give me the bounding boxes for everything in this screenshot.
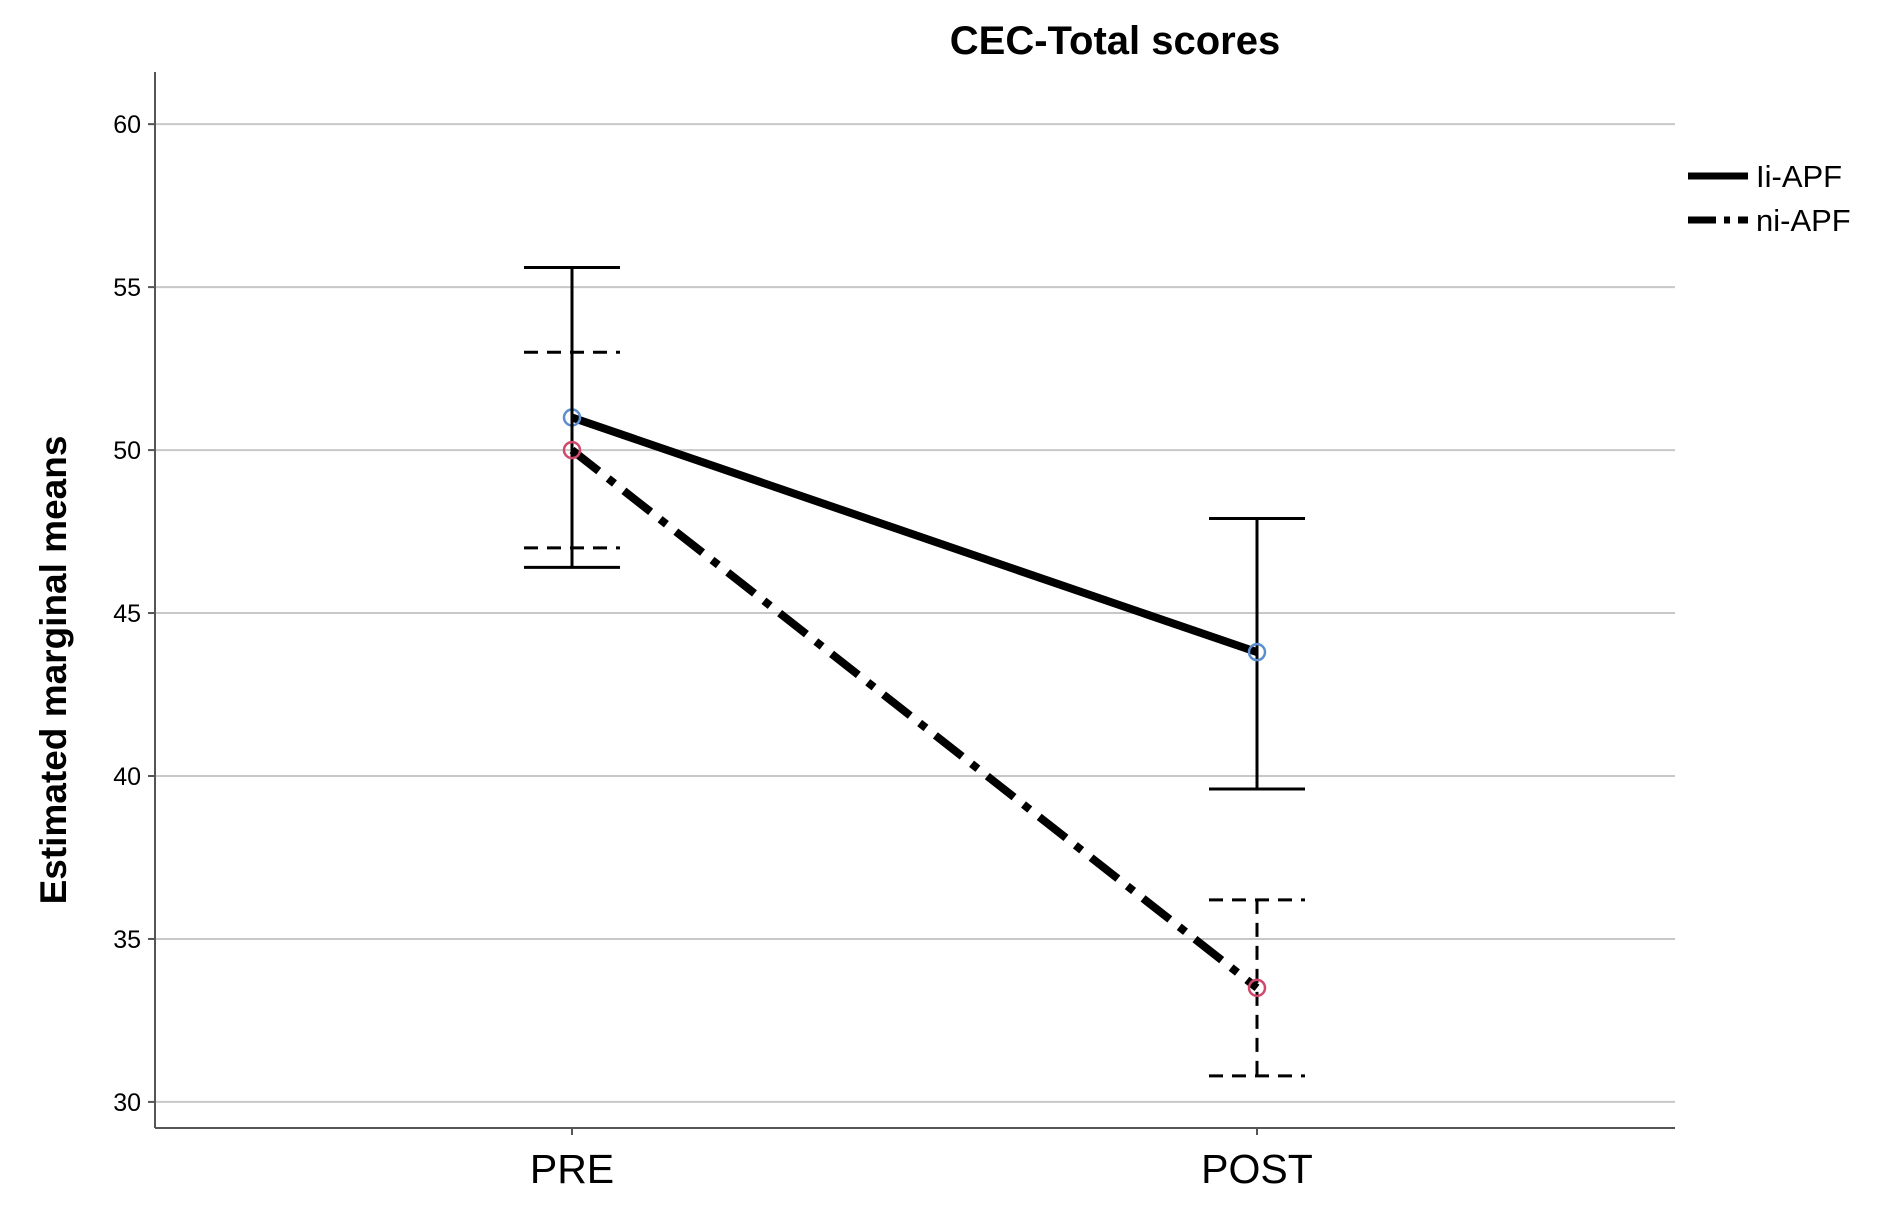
y-tick-label: 35 [113, 926, 141, 954]
y-axis-label: Estimated marginal means [33, 436, 74, 905]
legend-item: Ii-APF [1688, 159, 1842, 194]
series-line [569, 446, 1260, 991]
series [524, 266, 1305, 1078]
data-point [562, 440, 582, 460]
series-line [570, 413, 1259, 656]
x-tick-label: PRE [530, 1146, 614, 1192]
series-Ii-APF [524, 266, 1305, 791]
y-tick-label: 40 [113, 763, 141, 791]
y-tick-labels: 30 35 40 45 50 55 60 [113, 111, 141, 1117]
y-tick-label: 30 [113, 1089, 141, 1117]
chart-title: CEC-Total scores [950, 19, 1280, 63]
x-tick-labels: PRE POST [530, 1128, 1313, 1192]
legend-item: ni-APF [1688, 203, 1851, 238]
gridlines [148, 123, 1675, 1103]
x-tick-label: POST [1201, 1146, 1313, 1192]
y-tick-label: 50 [113, 437, 141, 465]
y-tick-label: 55 [113, 274, 141, 302]
data-point [1247, 978, 1267, 998]
data-point [1247, 642, 1267, 662]
legend-label: ni-APF [1756, 203, 1851, 238]
legend-label: Ii-APF [1756, 159, 1842, 194]
y-tick-label: 45 [113, 600, 141, 628]
legend: Ii-APF ni-APF [1688, 159, 1851, 238]
y-tick-label: 60 [113, 111, 141, 139]
series-ni-APF [524, 350, 1305, 1078]
